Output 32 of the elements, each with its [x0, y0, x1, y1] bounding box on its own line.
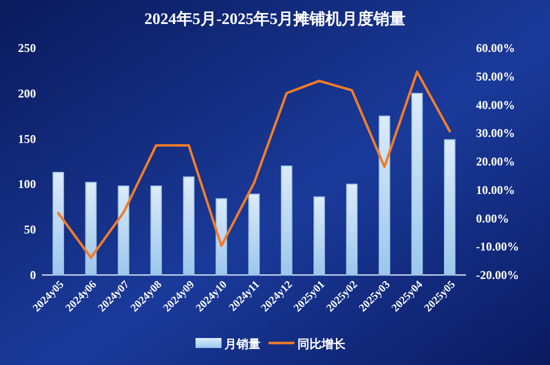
bar	[85, 182, 97, 276]
legend-label: 同比增长	[298, 337, 346, 351]
line-series	[57, 70, 451, 259]
chart-title: 2024年5月-2025年5月摊铺机月度销量	[144, 9, 406, 28]
y-tick-label: 200	[18, 86, 36, 100]
y-tick-label: 50	[24, 222, 36, 237]
y2-tick-label: 0.00%	[476, 211, 509, 226]
y2-tick-label: 10.00%	[476, 182, 515, 197]
y2-tick-label: 60.00%	[476, 41, 515, 55]
bar	[411, 92, 423, 276]
y2-tick-label: -10.00%	[476, 240, 519, 254]
bar	[118, 186, 130, 276]
y2-tick-label: 30.00%	[476, 126, 515, 140]
bar	[280, 166, 292, 276]
bar	[346, 184, 358, 276]
y2-tick-label: -20.00%	[476, 268, 519, 282]
y-tick-label: 100	[18, 177, 36, 192]
bar	[444, 139, 456, 276]
y2-tick-label: 20.00%	[476, 154, 515, 168]
bar	[314, 196, 325, 276]
bar	[52, 172, 64, 276]
legend-label: 月销量	[224, 337, 260, 351]
y-tick-label: 150	[18, 132, 36, 146]
y-tick-label: 0	[30, 268, 36, 282]
bar	[150, 186, 162, 276]
y2-tick-label: 40.00%	[476, 98, 515, 112]
y2-tick-label: 50.00%	[476, 69, 515, 84]
y-tick-label: 250	[18, 41, 36, 55]
bar	[216, 198, 228, 276]
bar	[248, 194, 260, 276]
bar	[378, 116, 390, 276]
bar	[183, 176, 194, 276]
